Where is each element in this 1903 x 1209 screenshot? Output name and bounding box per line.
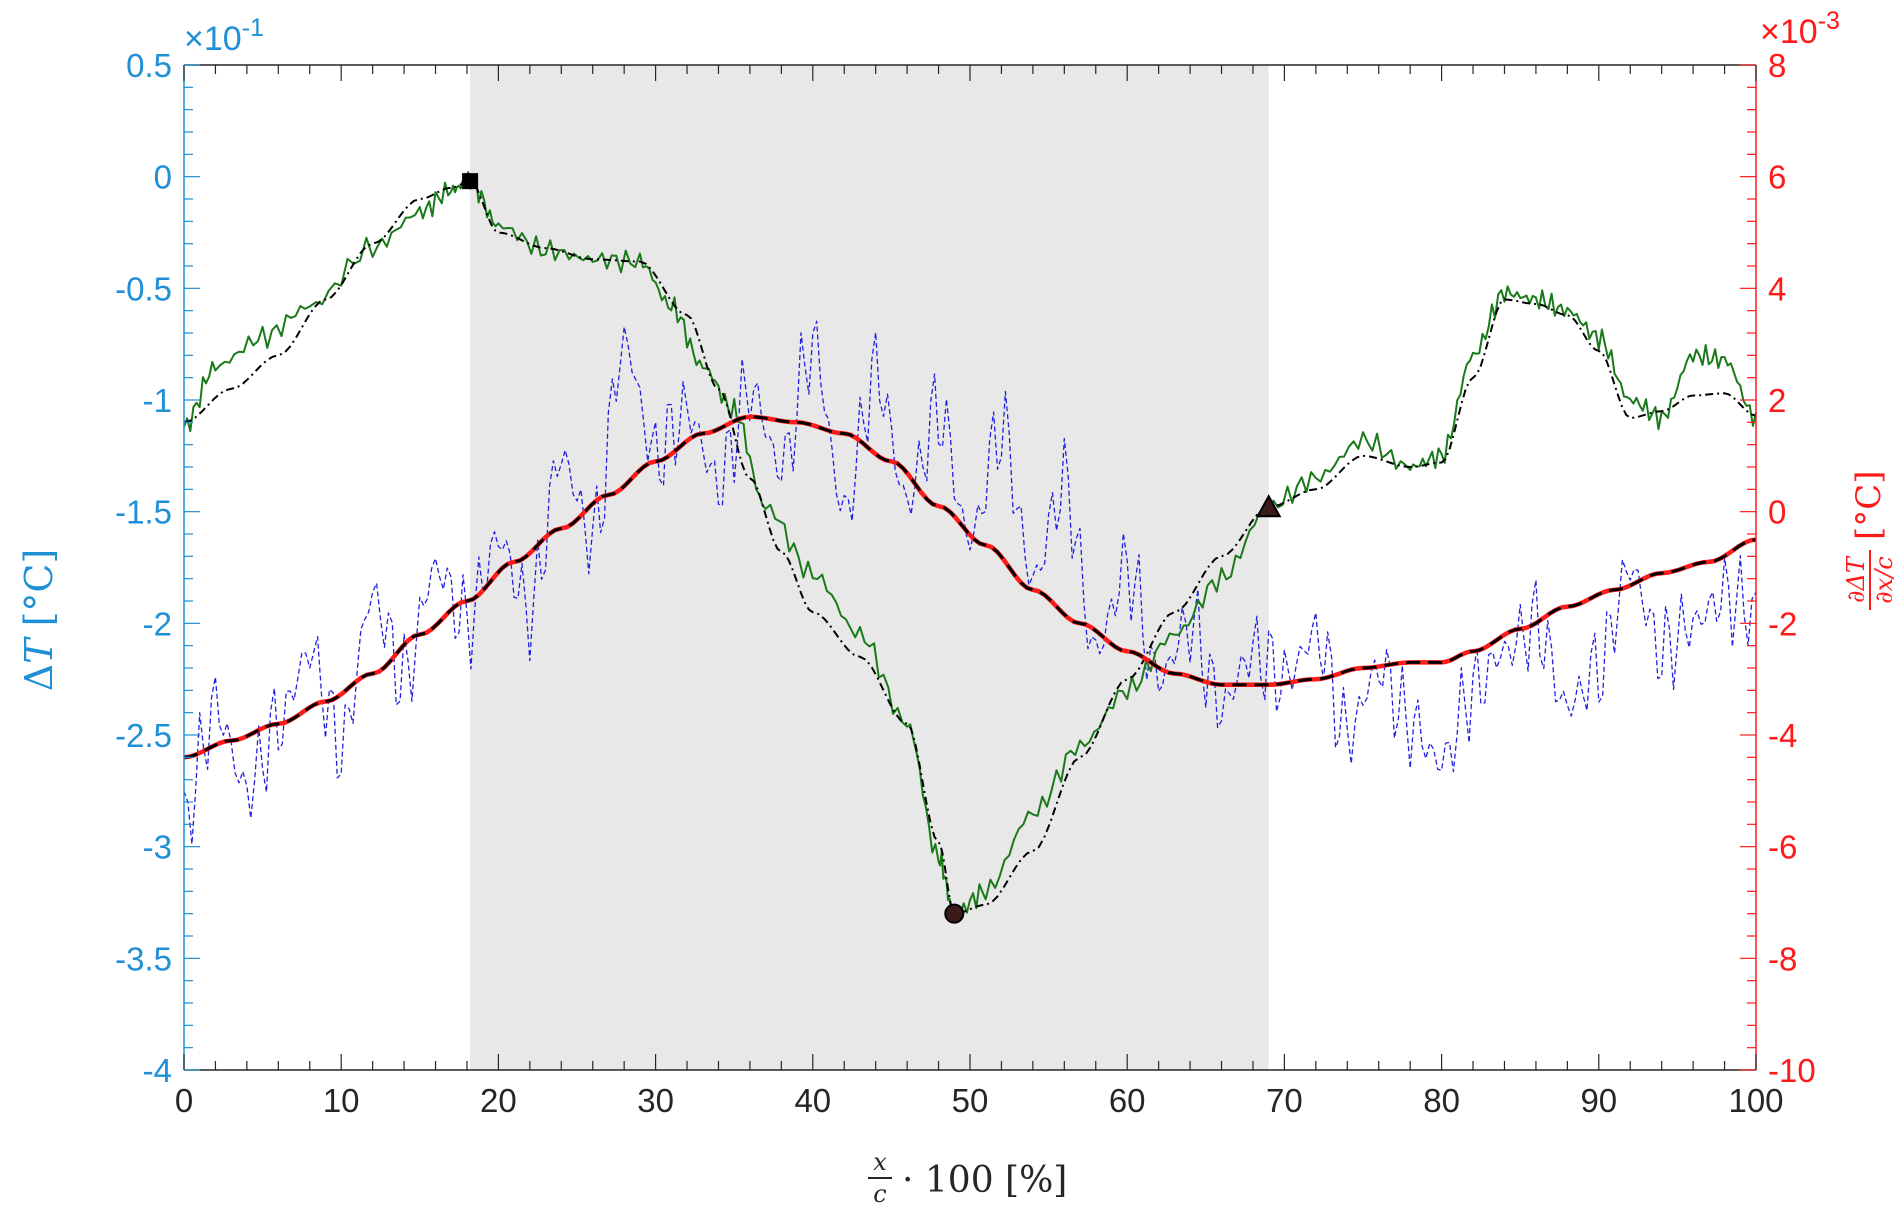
- y-left-tick-label: -1: [143, 382, 172, 419]
- axes-layer: [183, 64, 1757, 1071]
- circle-marker: [944, 903, 965, 924]
- series-line-blue: [183, 320, 1757, 845]
- x-tick-label: 50: [952, 1082, 989, 1119]
- x-axis-label: x c · 100 [%]: [868, 1148, 1067, 1208]
- x-tick-label: 20: [480, 1082, 517, 1119]
- x-tick-label: 80: [1423, 1082, 1460, 1119]
- left-exponent-label: ×10-1: [184, 14, 264, 58]
- y-left-tick-label: -4: [143, 1052, 172, 1089]
- tick-label-layer: 0 10 20 30 40 50 60 70 80 90 1000.50-0.5-1-1.5-2-2…: [115, 47, 1816, 1119]
- y-left-tick-label: -3: [143, 829, 172, 866]
- y-axis-right-label: ∂ΔT ∂x/c [°C]: [1842, 470, 1898, 610]
- svg-text:c: c: [873, 1180, 886, 1208]
- y-right-tick-label: 4: [1768, 270, 1786, 307]
- svg-text:x: x: [873, 1148, 887, 1176]
- y-right-tick-label: 6: [1768, 159, 1786, 196]
- y-left-tick-label: -0.5: [115, 270, 172, 307]
- x-tick-label: 0: [175, 1082, 193, 1119]
- y-left-tick-label: -1.5: [115, 494, 172, 531]
- y-axis-left-label: ΔT [°C]: [17, 549, 61, 692]
- x-tick-label: 70: [1266, 1082, 1303, 1119]
- x-tick-label: 60: [1109, 1082, 1146, 1119]
- y-left-tick-label: -3.5: [115, 940, 172, 977]
- y-right-tick-label: 2: [1768, 382, 1786, 419]
- x-tick-label: 100: [1728, 1082, 1783, 1119]
- right-exponent-label: ×10-3: [1760, 7, 1840, 51]
- y-right-tick-label: 8: [1768, 47, 1786, 84]
- series-line-black-dashed: [183, 415, 1757, 759]
- x-tick-label: 40: [794, 1082, 831, 1119]
- x-tick-label: 30: [637, 1082, 674, 1119]
- y-right-tick-label: -4: [1768, 717, 1797, 754]
- y-right-tick-label: -8: [1768, 940, 1797, 977]
- svg-text:[°C]: [°C]: [1849, 470, 1889, 540]
- y-left-tick-label: 0.5: [126, 47, 172, 84]
- svg-text:· 100 [%]: · 100 [%]: [902, 1160, 1067, 1201]
- y-right-tick-label: 0: [1768, 494, 1786, 531]
- marker-layer: [462, 173, 1282, 924]
- y-left-tick-label: -2.5: [115, 717, 172, 754]
- y-left-tick-label: -2: [143, 605, 172, 642]
- shaded-region: [470, 65, 1269, 1070]
- svg-text:∂ΔT: ∂ΔT: [1842, 555, 1870, 603]
- x-tick-label: 10: [323, 1082, 360, 1119]
- x-tick-label: 90: [1580, 1082, 1617, 1119]
- svg-text:∂x/c: ∂x/c: [1870, 556, 1898, 603]
- triangle-marker: [1255, 494, 1282, 518]
- square-marker: [462, 173, 479, 190]
- y-right-tick-label: -10: [1768, 1052, 1816, 1089]
- y-left-tick-label: 0: [154, 159, 172, 196]
- y-right-tick-label: -6: [1768, 829, 1797, 866]
- y-right-tick-label: -2: [1768, 605, 1797, 642]
